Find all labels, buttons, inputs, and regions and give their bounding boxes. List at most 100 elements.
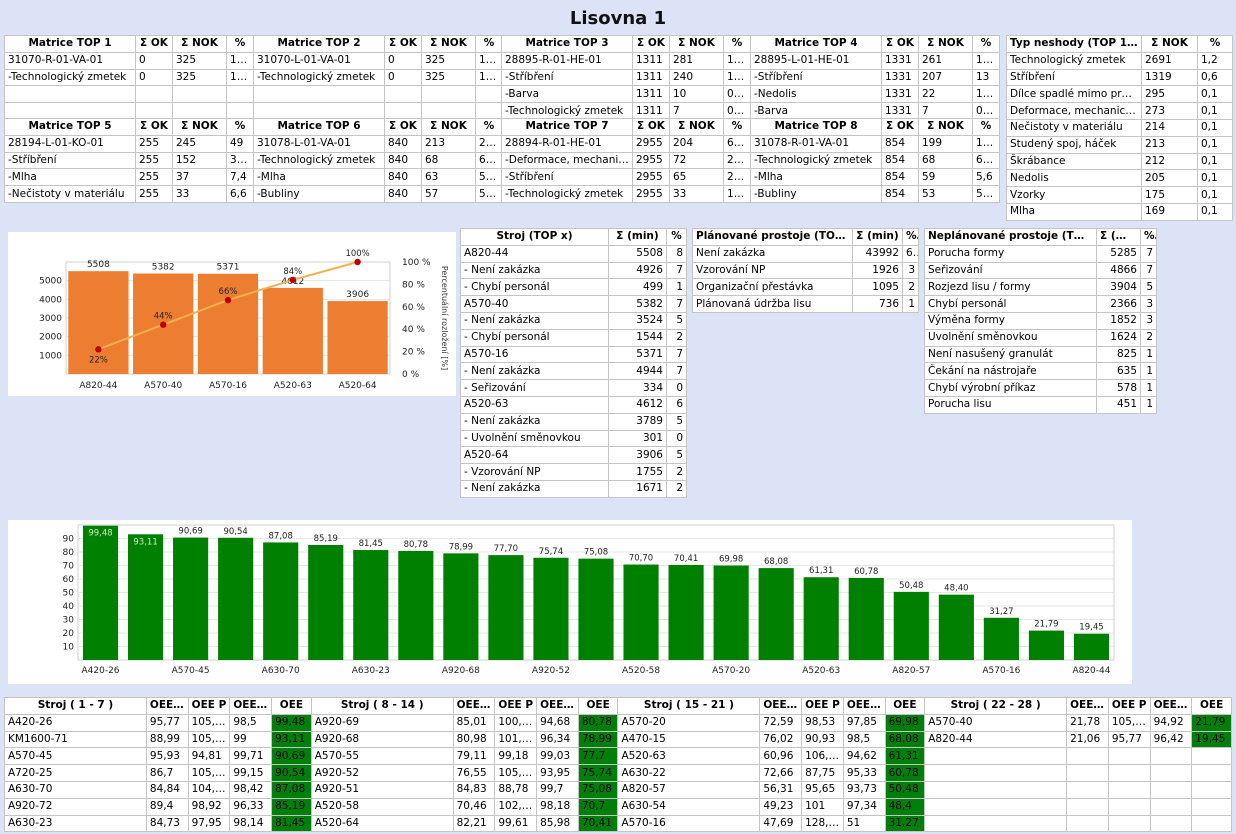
matrix-value: 7: [918, 102, 973, 120]
defects-value: 0,6: [1197, 68, 1233, 87]
matrix-value: 2955: [632, 134, 670, 153]
table-row: - Není zakázka 1671 2: [460, 479, 687, 498]
matrix-value: 840: [384, 134, 422, 153]
oee-value: 19,45: [1191, 730, 1232, 749]
planned-value: 43992: [852, 244, 903, 263]
y2-axis-label: Percentuální rozložení [%]: [440, 266, 449, 370]
matrix-value: 325: [172, 68, 227, 87]
machines-value: 4926: [608, 261, 667, 280]
matrix-value: 100: [226, 68, 254, 87]
machines-value: 5: [666, 446, 687, 465]
machines-value: 1755: [608, 463, 667, 481]
matrix-item: -Stříbření: [501, 168, 633, 187]
y-tick-label: 4000: [39, 295, 62, 305]
machines-value: 5508: [608, 244, 667, 263]
machines-value: 7: [666, 362, 687, 381]
oee-component-value: 99,03: [536, 747, 579, 766]
oee-header: OEE: [577, 697, 619, 715]
matrix-value: 68: [918, 151, 973, 170]
defects-value: 0,1: [1197, 135, 1233, 154]
machines-value: 1544: [608, 328, 667, 347]
y-tick-label: 2000: [39, 333, 62, 343]
bar: [262, 287, 323, 374]
oee-component-value: [1066, 797, 1109, 816]
y-tick-label: 80: [63, 548, 75, 558]
oee-machine: A570-40: [924, 713, 1068, 732]
oee-component-value: [1149, 747, 1193, 766]
bar-value-label: 69,98: [719, 555, 743, 565]
machines-value: 5: [666, 311, 687, 330]
unplanned-value: 4866: [1096, 261, 1141, 280]
matrix-title: Matrice TOP 3: [501, 35, 633, 53]
bar-value-label: 90,54: [223, 527, 247, 537]
bar-value-label: 5382: [152, 263, 175, 273]
defects-label: Technologický zmetek: [1006, 51, 1142, 70]
oee-value: 69,98: [884, 713, 926, 732]
unplanned-label: Chybí personál: [924, 295, 1097, 313]
defects-value: 273: [1141, 102, 1198, 120]
matrix-title: Matrice TOP 2: [253, 35, 385, 53]
table-row: A520-63 4612 6: [460, 395, 687, 414]
matrix-item: -Stříbření: [750, 68, 882, 87]
machines-value: 1671: [608, 479, 667, 498]
oee-header: OEE: [1191, 697, 1232, 715]
cumulative-point: [160, 321, 167, 328]
oee-component-value: [1107, 814, 1151, 833]
machines-value: 7: [666, 295, 687, 313]
cumulative-label: 84%: [283, 267, 302, 277]
bar-value-label: 48,40: [944, 584, 968, 594]
matrix-value: 0: [135, 68, 173, 87]
empty-cell: [384, 85, 422, 104]
unplanned-label: Čekání na nástrojaře: [924, 362, 1097, 381]
matrix-item: 28895-L-01-HE-01: [750, 51, 882, 70]
oee-machine: A520-63: [617, 747, 761, 766]
matrix-value: 1331: [881, 102, 919, 120]
bar-value-label: 31,27: [989, 607, 1013, 617]
oee-component-value: 98,42: [229, 780, 273, 799]
matrix-value: 6,46: [972, 151, 1000, 170]
empty-cell: [226, 102, 254, 120]
matrix-pct-header: %: [972, 35, 1000, 53]
matrix-ok-header: Σ OK: [881, 35, 919, 53]
machines-label: - Vzorování NP: [460, 463, 609, 481]
matrix-pct-header: %: [723, 118, 751, 136]
oee-component-value: 88,78: [494, 780, 538, 799]
matrix-value: 1,04: [723, 185, 751, 203]
oee-group-header: Stroj ( 15 - 21 ): [617, 697, 761, 715]
matrix-item: -Technologický zmetek: [4, 68, 136, 87]
matrix-item: -Mlha: [750, 168, 882, 187]
oee-component-value: [1107, 797, 1151, 816]
unplanned-value: 2: [1140, 328, 1157, 347]
oee-chart-svg: 10 20 30 40 50 60 70 80 90 99,48 93,11 90,69 90,54 87…: [63, 524, 1115, 676]
matrix-item: 28894-R-01-HE-01: [501, 134, 633, 153]
oee-component-value: 51: [842, 814, 886, 833]
oee-component-value: 96,42: [1149, 730, 1193, 749]
matrix-value: 72: [669, 151, 724, 170]
y-tick-label: 70: [63, 562, 75, 572]
matrix-value: 213: [421, 134, 476, 153]
bar-value-label: 50,48: [899, 581, 923, 591]
matrix-value: 20,23: [475, 134, 503, 153]
table-row: A630-23 84,73 97,95 98,14 81,45 A520-64 82,21 9…: [4, 814, 1232, 833]
defect-type-table: Typ neshody (TOP 10) Σ NOK % Technologic…: [1006, 35, 1233, 221]
unplanned-label: Uvolnění směnovkou: [924, 328, 1097, 347]
matrix-value: 854: [881, 168, 919, 187]
oee-machine: A570-20: [617, 713, 761, 732]
oee-component-value: 105,69: [187, 730, 231, 749]
y2-tick-label: 100 %: [402, 258, 431, 268]
y-tick-label: 50: [63, 589, 75, 599]
table-row: -Technologický zmetek 2955 33 1,04: [501, 185, 751, 203]
matrix-value: 255: [135, 151, 173, 170]
bar-value-label: 77,70: [494, 544, 518, 554]
matrix-nok-header: Σ NOK: [669, 118, 724, 136]
bar-value-label: 93,11: [133, 537, 157, 547]
empty-cell: [475, 102, 503, 120]
table-row: -Barva 1311 10 0,63: [501, 85, 751, 104]
machines-value: 4612: [608, 395, 667, 414]
oee-component-value: [1107, 780, 1151, 799]
defect-nok-header: Σ NOK: [1141, 35, 1198, 53]
matrix-value: 5,6: [972, 168, 1000, 187]
planned-downtime-table: Plánované prostoje (TOP 10) Σ (min) % Ne…: [692, 228, 919, 313]
